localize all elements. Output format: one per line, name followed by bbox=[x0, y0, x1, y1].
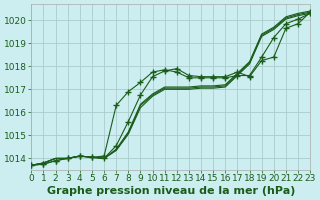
X-axis label: Graphe pression niveau de la mer (hPa): Graphe pression niveau de la mer (hPa) bbox=[46, 186, 295, 196]
